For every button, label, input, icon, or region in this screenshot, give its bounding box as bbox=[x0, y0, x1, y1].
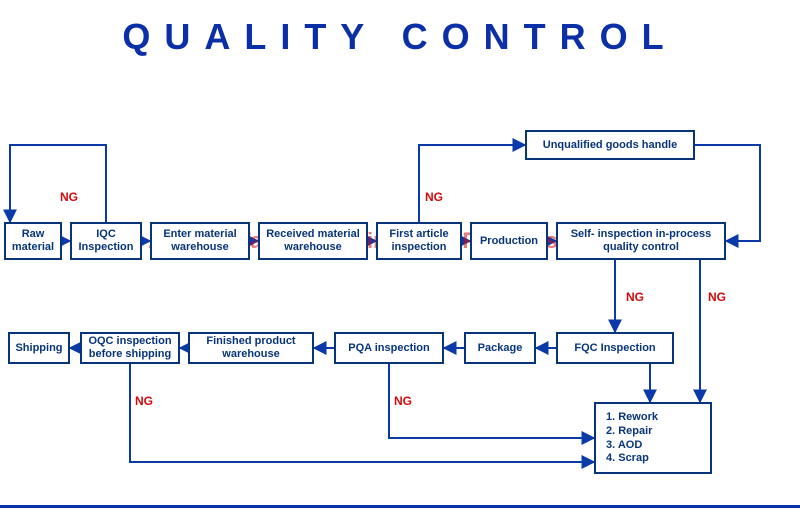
flow-node-self: Self- inspection in-process quality cont… bbox=[556, 222, 726, 260]
edge-ng_oqc bbox=[130, 364, 594, 462]
ng-label: NG bbox=[394, 394, 412, 408]
bottom-accent-bar bbox=[0, 505, 800, 508]
flow-node-oqc: OQC inspection before shipping bbox=[80, 332, 180, 364]
flow-node-prod: Production bbox=[470, 222, 548, 260]
edge-ng_first bbox=[419, 145, 525, 222]
edge-ng_iqc bbox=[10, 145, 106, 222]
ng-label: NG bbox=[135, 394, 153, 408]
flow-node-iqc: IQC Inspection bbox=[70, 222, 142, 260]
flow-node-first: First article inspection bbox=[376, 222, 462, 260]
ng-label: NG bbox=[425, 190, 443, 204]
flow-node-ship: Shipping bbox=[8, 332, 70, 364]
flow-node-enter: Enter material warehouse bbox=[150, 222, 250, 260]
rework-item: 1. Rework bbox=[606, 411, 658, 424]
rework-item: 4. Scrap bbox=[606, 452, 658, 465]
edge-ng_pqa bbox=[389, 364, 594, 438]
flow-node-raw: Raw material bbox=[4, 222, 62, 260]
ng-label: NG bbox=[626, 290, 644, 304]
flow-node-pkg: Package bbox=[464, 332, 536, 364]
ng-label: NG bbox=[708, 290, 726, 304]
flow-node-fqc: FQC Inspection bbox=[556, 332, 674, 364]
rework-item: 2. Repair bbox=[606, 425, 658, 438]
ng-label: NG bbox=[60, 190, 78, 204]
flow-node-fpw: Finished product warehouse bbox=[188, 332, 314, 364]
flow-node-recv: Received material warehouse bbox=[258, 222, 368, 260]
flow-node-rework: 1. Rework2. Repair3. AOD4. Scrap bbox=[594, 402, 712, 474]
rework-item: 3. AOD bbox=[606, 439, 658, 452]
quality-control-diagram: QUALITY CONTROL Anping Wanzhong Wire Mes… bbox=[0, 0, 800, 509]
flow-node-pqa: PQA inspection bbox=[334, 332, 444, 364]
flow-node-unq: Unqualified goods handle bbox=[525, 130, 695, 160]
